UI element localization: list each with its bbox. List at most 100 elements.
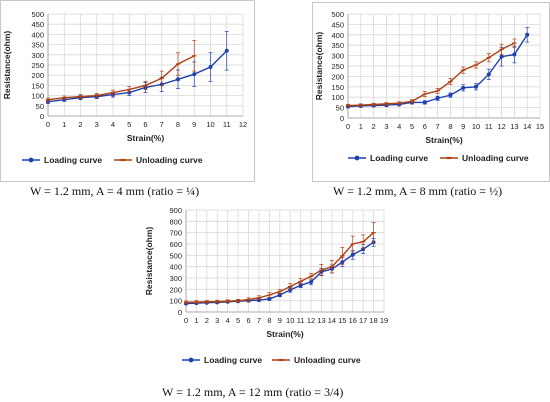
x-tick-label: 3 [95, 120, 99, 129]
legend-label: Loading curve [44, 155, 102, 165]
x-tick-label: 15 [338, 316, 346, 325]
x-tick-label: 1 [62, 120, 66, 129]
y-tick-label: 100 [31, 92, 44, 101]
y-tick-label: 300 [169, 274, 182, 283]
x-tick-label: 1 [359, 122, 363, 131]
x-tick-label: 2 [205, 316, 209, 325]
data-point-loading [267, 296, 272, 301]
y-axis-title: Resistance(ohm) [2, 31, 12, 100]
y-tick-label: 50 [336, 104, 344, 113]
y-tick-label: 400 [169, 263, 182, 272]
legend-label: Unloading curve [294, 355, 361, 365]
x-tick-label: 0 [46, 120, 50, 129]
y-tick-label: 250 [331, 62, 344, 71]
y-tick-label: 350 [331, 41, 344, 50]
x-tick-label: 10 [472, 122, 480, 131]
data-point-loading [461, 85, 466, 90]
y-tick-label: 300 [331, 52, 344, 61]
series-unloading [45, 40, 197, 102]
y-tick-label: 0 [178, 308, 182, 317]
x-tick-label: 6 [246, 316, 250, 325]
x-tick-label: 3 [384, 122, 388, 131]
y-tick-label: 600 [169, 240, 182, 249]
x-tick-label: 5 [127, 120, 131, 129]
legend-label: Unloading curve [462, 153, 529, 163]
y-tick-label: 0 [40, 112, 44, 121]
x-tick-label: 8 [176, 120, 180, 129]
y-tick-label: 400 [31, 30, 44, 39]
data-point-loading [350, 252, 355, 257]
y-tick-label: 200 [331, 72, 344, 81]
x-tick-label: 4 [226, 316, 230, 325]
series-loading [46, 30, 229, 104]
y-tick-label: 100 [169, 297, 182, 306]
y-tick-label: 300 [31, 51, 44, 60]
y-tick-label: 200 [169, 285, 182, 294]
y-tick-label: 450 [331, 20, 344, 29]
data-point-loading [361, 247, 366, 252]
legend-label: Loading curve [204, 355, 262, 365]
x-tick-label: 4 [397, 122, 401, 131]
x-tick-label: 0 [184, 316, 188, 325]
x-tick-label: 2 [78, 120, 82, 129]
x-tick-label: 2 [372, 122, 376, 131]
legend-label: Loading curve [370, 153, 428, 163]
y-tick-label: 500 [31, 10, 44, 19]
y-tick-label: 200 [31, 71, 44, 80]
x-tick-label: 9 [192, 120, 196, 129]
y-tick-label: 350 [31, 41, 44, 50]
x-tick-label: 8 [448, 122, 452, 131]
x-tick-label: 15 [536, 122, 544, 131]
legend-marker [354, 155, 360, 161]
x-tick-label: 12 [497, 122, 505, 131]
x-tick-label: 11 [297, 316, 305, 325]
data-point-loading [486, 72, 491, 77]
legend: Loading curve Unloading curve [182, 355, 361, 365]
data-point-loading [474, 84, 478, 89]
x-tick-label: 3 [215, 316, 219, 325]
y-tick-label: 500 [169, 251, 182, 260]
data-point-loading [224, 48, 229, 53]
x-tick-label: 6 [143, 120, 147, 129]
data-point-loading [435, 96, 440, 101]
series-unloading [183, 222, 376, 305]
x-tick-label: 14 [328, 316, 336, 325]
x-tick-label: 11 [485, 122, 493, 131]
x-tick-label: 9 [461, 122, 465, 131]
x-tick-label: 8 [267, 316, 271, 325]
data-point-loading [448, 93, 453, 98]
x-tick-label: 13 [317, 316, 325, 325]
x-tick-label: 11 [223, 120, 231, 129]
x-tick-label: 17 [359, 316, 367, 325]
x-tick-label: 5 [236, 316, 240, 325]
legend: Loading curve Unloading curve [348, 153, 529, 163]
legend-marker [188, 357, 194, 363]
x-tick-label: 19 [380, 316, 388, 325]
x-tick-label: 7 [436, 122, 440, 131]
data-point-loading [525, 32, 530, 37]
x-tick-label: 6 [423, 122, 427, 131]
series-line [47, 55, 195, 101]
data-point-loading [208, 65, 213, 70]
x-tick-label: 7 [160, 120, 164, 129]
y-tick-label: 900 [169, 206, 182, 215]
y-tick-label: 450 [31, 20, 44, 29]
data-point-loading [512, 52, 517, 57]
x-tick-label: 13 [510, 122, 518, 131]
x-tick-label: 12 [307, 316, 315, 325]
x-tick-label: 9 [278, 316, 282, 325]
caption-ratio-three-quarter: W = 1.2 mm, A = 12 mm (ratio = 3/4) [162, 385, 344, 399]
y-tick-label: 50 [36, 102, 44, 111]
y-tick-label: 700 [169, 229, 182, 238]
y-tick-label: 100 [331, 93, 344, 102]
x-axis-title: Strain(%) [425, 135, 462, 145]
y-tick-label: 250 [31, 61, 44, 70]
y-tick-label: 500 [331, 10, 344, 19]
x-tick-label: 7 [257, 316, 261, 325]
y-tick-label: 150 [31, 81, 44, 90]
x-tick-label: 12 [239, 120, 247, 129]
x-tick-label: 16 [349, 316, 357, 325]
data-point-loading [422, 100, 427, 105]
